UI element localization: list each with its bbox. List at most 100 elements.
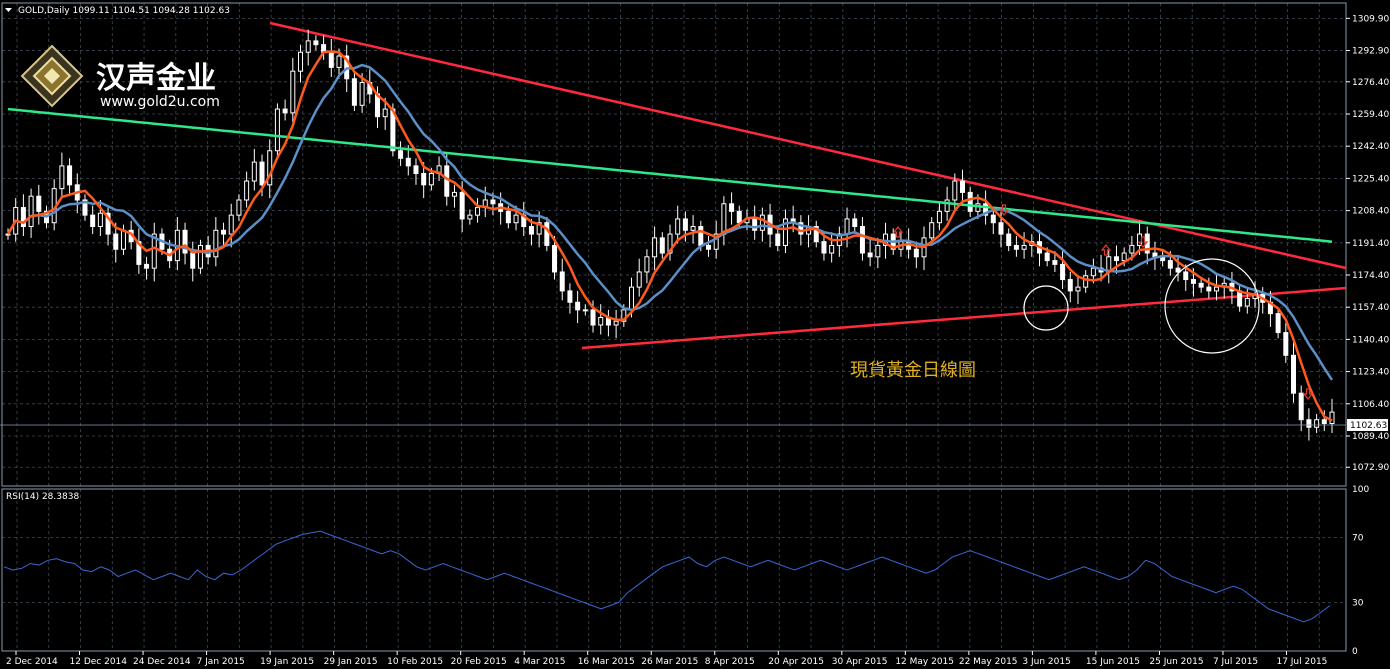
bear-candle	[559, 271, 565, 292]
price-tick-label: 1242.40	[1352, 142, 1389, 152]
collapse-triangle-icon[interactable]	[5, 8, 12, 12]
time-tick-label: 7 Jan 2015	[197, 657, 245, 667]
time-tick-label: 19 Jan 2015	[260, 657, 314, 667]
ma-long-line	[7, 107, 1333, 243]
bull-candle	[652, 237, 658, 258]
time-tick-label: 20 Feb 2015	[451, 657, 507, 667]
bear-candle	[82, 199, 88, 216]
ma-fast-line	[6, 50, 1333, 422]
bull-candle	[1083, 275, 1089, 288]
bear-candle	[752, 218, 758, 231]
bull-candle	[598, 316, 604, 326]
bear-candle	[1190, 279, 1196, 284]
bear-candle	[859, 226, 865, 254]
bull-candle	[829, 244, 835, 254]
bull-candle	[1244, 297, 1250, 307]
bull-candle	[290, 70, 296, 114]
bear-candle	[1283, 332, 1289, 356]
bull-candle	[782, 218, 788, 246]
bull-candle	[721, 203, 727, 235]
bull-candle	[298, 51, 304, 72]
arrow-down-icon	[1302, 388, 1314, 400]
price-tick-label: 1072.90	[1352, 463, 1389, 473]
bear-candle	[813, 226, 819, 243]
rsi-tick-label: 0	[1352, 647, 1358, 657]
bear-candle	[698, 226, 704, 246]
bull-candle	[675, 218, 681, 235]
bull-candle	[97, 212, 103, 228]
time-tick-label: 20 Apr 2015	[768, 657, 824, 667]
bear-candle	[490, 199, 496, 205]
bull-candle	[1121, 252, 1127, 262]
bull-candle	[305, 40, 311, 53]
bull-candle	[5, 233, 11, 236]
price-tick-label: 1089.40	[1352, 432, 1389, 442]
bull-candle	[1090, 267, 1096, 277]
time-tick-label: 26 Mar 2015	[641, 657, 698, 667]
bull-candle	[236, 199, 242, 216]
bear-candle	[282, 108, 288, 114]
time-tick-label: 8 Apr 2015	[705, 657, 755, 667]
arrow-markers	[892, 204, 1314, 400]
time-tick-label: 10 Feb 2015	[387, 657, 443, 667]
time-tick-label: 30 Apr 2015	[832, 657, 888, 667]
bear-candle	[1060, 263, 1066, 281]
bear-candle	[1321, 419, 1327, 424]
bull-candle	[213, 229, 219, 258]
bull-candle	[359, 82, 365, 106]
bull-candle	[644, 256, 650, 273]
time-tick-label: 3 Jun 2015	[1022, 657, 1070, 667]
time-tick-label: 12 May 2015	[895, 657, 954, 667]
bull-candle	[875, 244, 881, 258]
bear-candle	[1013, 244, 1019, 250]
bear-candle	[398, 150, 404, 159]
time-tick-label: 16 Mar 2015	[578, 657, 635, 667]
lower-trendline	[581, 286, 1347, 350]
bull-candle	[475, 207, 481, 216]
price-tick-label: 1174.40	[1352, 271, 1389, 281]
time-tick-label: 29 Jan 2015	[324, 657, 378, 667]
time-tick-label: 22 May 2015	[959, 657, 1018, 667]
bull-candle	[451, 191, 457, 197]
bear-candle	[36, 195, 42, 212]
bull-candle	[1075, 286, 1081, 292]
rsi-tick-label: 100	[1352, 485, 1369, 495]
bull-candle	[1214, 286, 1220, 292]
time-tick-label: 17 Jul 2015	[1276, 657, 1327, 667]
bear-candle	[105, 212, 111, 235]
time-tick-label: 4 Mar 2015	[514, 657, 565, 667]
bear-candle	[67, 165, 73, 186]
bear-candle	[328, 51, 334, 68]
bear-candle	[190, 252, 196, 269]
bull-candle	[1329, 411, 1335, 424]
bull-candle	[759, 214, 765, 231]
bear-candle	[729, 203, 735, 212]
brand-name: 汉声金业	[96, 61, 216, 96]
arrow-down-icon	[1137, 236, 1149, 248]
price-tick-label: 1259.40	[1352, 110, 1389, 120]
time-tick-label: 2 Dec 2014	[6, 657, 58, 667]
time-tick-label: 25 Jun 2015	[1149, 657, 1203, 667]
bear-candle	[259, 161, 265, 186]
rsi-line	[3, 530, 1331, 623]
bear-candle	[221, 229, 227, 235]
price-tick-label: 1276.40	[1352, 78, 1389, 88]
bear-candle	[1052, 260, 1058, 265]
bear-candle	[960, 180, 966, 193]
bear-candle	[1275, 313, 1281, 334]
rsi-tick-label: 70	[1352, 534, 1364, 544]
bull-candle	[197, 244, 203, 269]
bear-candle	[1183, 271, 1189, 281]
trendlines	[269, 21, 1347, 350]
bear-candle	[821, 241, 827, 254]
time-tick-label: 7 Jul 2015	[1213, 657, 1258, 667]
bear-candle	[998, 222, 1004, 235]
bear-candle	[136, 241, 142, 265]
price-tick-label: 1225.40	[1352, 174, 1389, 184]
bear-candle	[983, 203, 989, 216]
chart-frames	[1, 2, 1347, 652]
price-panel-frame	[1, 2, 1347, 487]
bear-candle	[567, 290, 573, 303]
bull-candle	[428, 172, 434, 186]
bull-candle	[1021, 244, 1027, 250]
